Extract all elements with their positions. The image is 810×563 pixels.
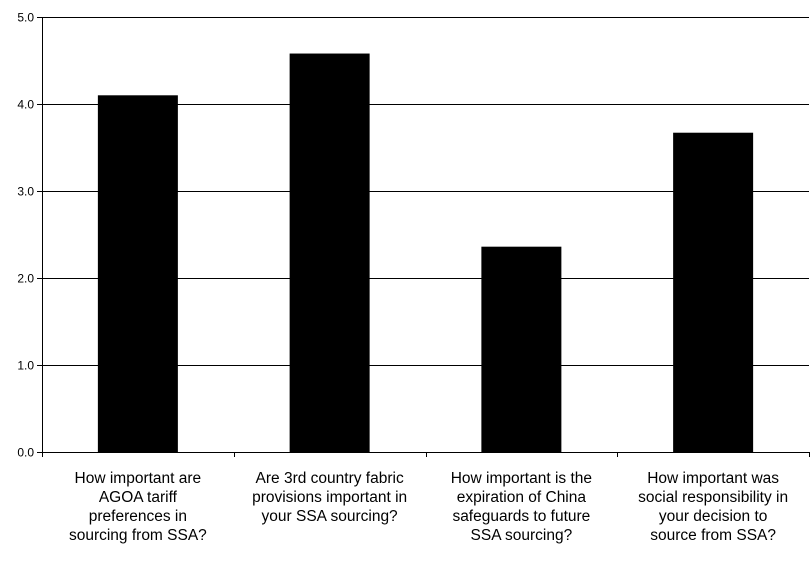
- y-tick-label: 5.0: [17, 11, 34, 25]
- y-tick-label: 3.0: [17, 185, 34, 199]
- bars: [97, 53, 754, 453]
- bar: [481, 246, 562, 452]
- bar: [673, 132, 754, 452]
- x-category-label: Are 3rd country fabric provisions import…: [252, 470, 408, 525]
- x-category-label: How important was social responsibility …: [638, 470, 789, 544]
- x-category-label: How important are AGOA tariff preference…: [68, 470, 207, 544]
- y-tick-label: 0.0: [17, 446, 34, 460]
- axes: [37, 17, 810, 457]
- y-tick-label: 2.0: [17, 272, 34, 286]
- x-category-label: How important is the expiration of China…: [450, 470, 593, 544]
- bar: [289, 53, 370, 452]
- y-tick-label: 1.0: [17, 359, 34, 373]
- bar: [97, 95, 178, 453]
- y-tick-label: 4.0: [17, 98, 34, 112]
- y-tick-labels: 0.0 1.0 2.0 3.0 4.0 5.0: [17, 11, 34, 460]
